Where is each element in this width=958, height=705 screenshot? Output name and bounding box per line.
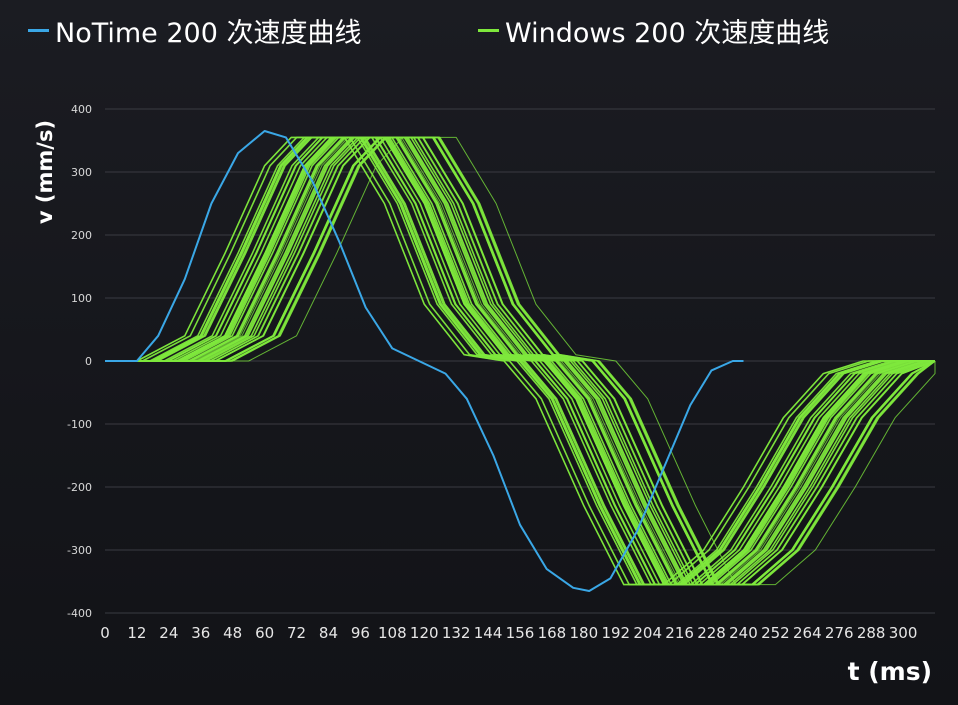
series-windows-line	[105, 136, 935, 586]
x-tick-label: 240	[729, 624, 758, 642]
x-tick-label: 168	[538, 624, 567, 642]
x-axis-label: t (ms)	[848, 657, 932, 686]
y-tick-label: -200	[67, 481, 92, 494]
series-windows-line	[105, 136, 935, 586]
series-windows-line	[105, 136, 936, 586]
series-windows-line	[105, 136, 935, 586]
x-tick-label: 276	[825, 624, 854, 642]
x-tick-label: 204	[633, 624, 662, 642]
series-windows-line	[105, 136, 936, 586]
series-windows-line	[105, 136, 935, 586]
y-axis-label: v (mm/s)	[33, 120, 57, 224]
y-tick-label: 200	[71, 229, 92, 242]
series-windows-line	[105, 136, 935, 586]
series-notime-line	[105, 130, 744, 592]
y-tick-label: -400	[67, 607, 92, 620]
series-lines	[105, 130, 936, 592]
x-tick-label: 132	[442, 624, 471, 642]
series-windows-line	[105, 136, 935, 586]
x-tick-label: 48	[223, 624, 242, 642]
x-tick-label: 24	[159, 624, 178, 642]
y-tick-label: 100	[71, 292, 92, 305]
x-tick-label: 228	[697, 624, 726, 642]
series-windows-line	[105, 136, 935, 586]
x-tick-label: 84	[319, 624, 338, 642]
series-windows-line	[105, 136, 935, 586]
y-tick-label: -100	[67, 418, 92, 431]
x-tick-label: 108	[378, 624, 407, 642]
x-tick-label: 12	[127, 624, 146, 642]
legend-swatch-windows	[478, 28, 499, 32]
x-tick-label: 144	[474, 624, 503, 642]
series-windows-line	[105, 136, 935, 586]
legend-item-windows: Windows 200 次速度曲线	[478, 12, 830, 49]
series-windows-line	[105, 136, 935, 586]
series-windows	[105, 136, 936, 586]
series-windows-line	[105, 136, 935, 586]
legend-item-notime: NoTime 200 次速度曲线	[28, 12, 362, 49]
y-tick-label: -300	[67, 544, 92, 557]
series-windows-line	[105, 136, 935, 586]
x-tick-label: 264	[793, 624, 822, 642]
legend-label-notime: NoTime 200 次速度曲线	[55, 17, 362, 49]
series-windows-line	[105, 136, 935, 586]
x-tick-label: 288	[857, 624, 886, 642]
x-tick-label: 60	[255, 624, 274, 642]
y-tick-label: 0	[85, 355, 92, 368]
y-tick-label: 400	[71, 103, 92, 116]
x-tick-label: 36	[191, 624, 210, 642]
series-windows-line	[105, 136, 936, 586]
x-tick-label: 180	[570, 624, 599, 642]
y-tick-labels: 400 300 200 100 0 -100 -200 -300 -400	[67, 103, 92, 620]
x-tick-label: 96	[351, 624, 370, 642]
x-tick-label: 72	[287, 624, 306, 642]
x-tick-label: 156	[506, 624, 535, 642]
x-tick-label: 300	[889, 624, 918, 642]
series-windows-line	[105, 136, 935, 586]
legend-swatch-notime	[28, 28, 49, 32]
x-tick-label: 216	[665, 624, 694, 642]
legend-label-windows: Windows 200 次速度曲线	[505, 17, 830, 49]
series-windows-line	[105, 136, 936, 586]
y-tick-label: 300	[71, 166, 92, 179]
x-tick-label: 252	[761, 624, 790, 642]
x-tick-label: 0	[100, 624, 110, 642]
x-tick-labels: 0 12 24 36 48 60 72 84 96 108 120 132 144 156 168 180 19…	[100, 624, 917, 642]
x-tick-label: 192	[601, 624, 630, 642]
x-tick-label: 120	[410, 624, 439, 642]
